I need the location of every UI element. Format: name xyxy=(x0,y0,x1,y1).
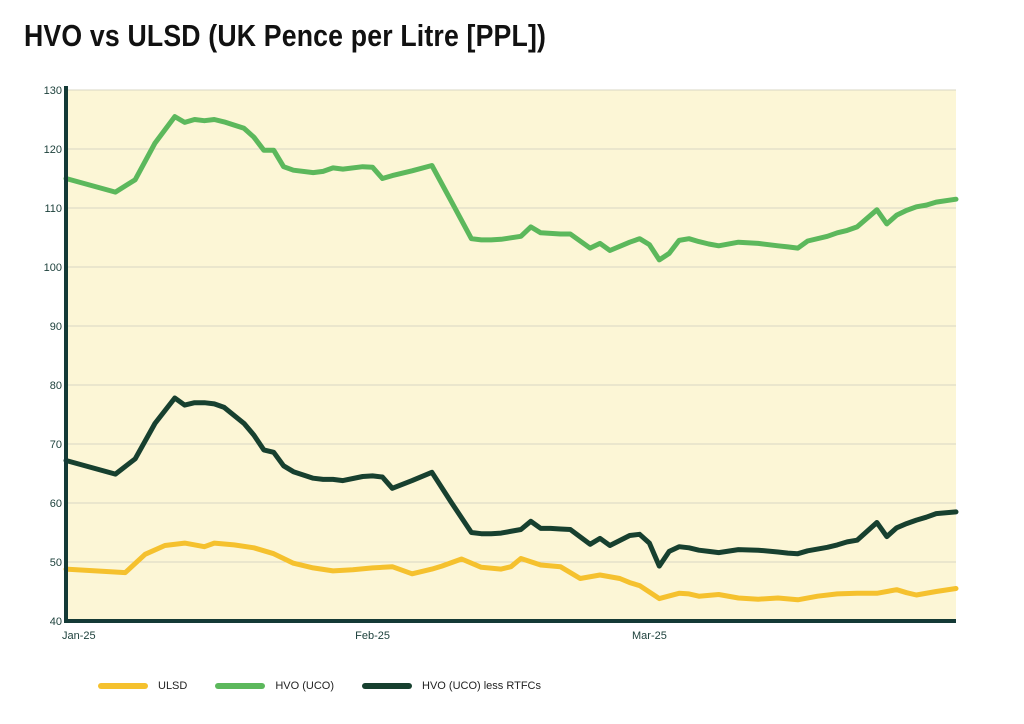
legend-label: HVO (UCO) xyxy=(275,680,335,692)
legend-swatch xyxy=(215,683,266,689)
plot-background xyxy=(66,90,956,621)
y-tick-label: 130 xyxy=(44,85,62,97)
y-tick-label: 100 xyxy=(44,262,62,274)
y-tick-labels: 40 50 60 70 80 90 100 110 120 130 xyxy=(44,85,62,628)
y-tick-label: 60 xyxy=(50,498,62,510)
x-tick-label: Feb-25 xyxy=(355,630,390,642)
legend-item: HVO (UCO) xyxy=(215,680,334,692)
chart-title: HVO vs ULSD (UK Pence per Litre [PPL]) xyxy=(24,18,547,53)
series-lines xyxy=(63,114,959,603)
y-tick-label: 50 xyxy=(50,557,62,569)
series-line-2 xyxy=(63,395,959,569)
gridlines xyxy=(66,89,956,563)
x-tick-label: Jan-25 xyxy=(62,630,96,642)
legend-label: ULSD xyxy=(158,680,188,692)
x-tick-labels: Jan-25 Feb-25 Mar-25 xyxy=(62,630,667,642)
legend-item: HVO (UCO) less RTFCs xyxy=(362,680,541,692)
y-tick-label: 110 xyxy=(44,203,62,215)
legend: ULSD HVO (UCO) HVO (UCO) less RTFCs xyxy=(98,680,569,692)
legend-item: ULSD xyxy=(98,680,187,692)
series-line-0 xyxy=(63,540,959,603)
x-tick-label: Mar-25 xyxy=(632,630,667,642)
y-tick-label: 40 xyxy=(50,616,62,628)
legend-label: HVO (UCO) less RTFCs xyxy=(422,680,541,692)
series-line-1 xyxy=(63,114,959,263)
legend-swatch xyxy=(362,683,413,689)
y-tick-label: 70 xyxy=(50,439,62,451)
y-tick-label: 120 xyxy=(44,144,62,156)
y-tick-label: 90 xyxy=(50,321,62,333)
legend-swatch xyxy=(98,683,148,689)
y-tick-label: 80 xyxy=(50,380,62,392)
